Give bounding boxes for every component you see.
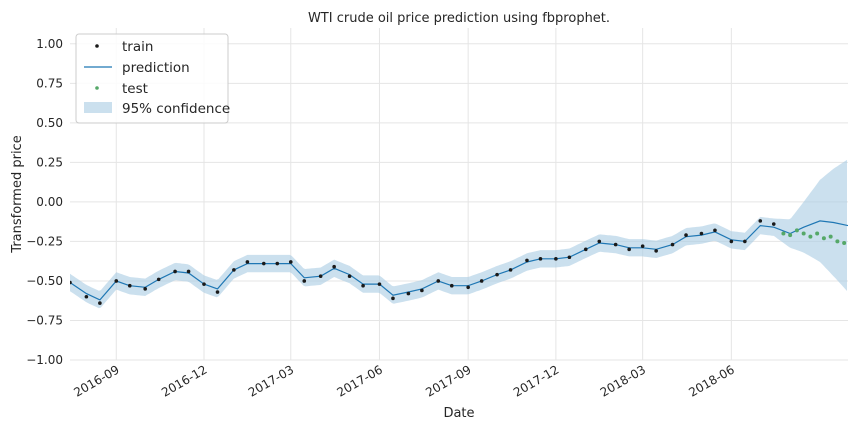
train-point — [156, 277, 161, 282]
train-point — [771, 222, 776, 226]
test-point — [788, 233, 793, 238]
train-point — [215, 290, 220, 294]
train-point — [318, 274, 323, 279]
test-point — [781, 231, 786, 236]
train-points-layer — [70, 219, 776, 305]
train-point — [613, 242, 618, 247]
train-point — [288, 260, 293, 264]
train-point — [391, 296, 395, 301]
x-tick-label: 2016-09 — [71, 362, 121, 399]
train-point — [114, 279, 119, 283]
train-point — [436, 279, 441, 283]
train-point — [98, 301, 102, 305]
prediction-line-layer — [70, 220, 848, 301]
y-tick-label: 0.00 — [36, 195, 63, 209]
y-tick-label: 0.25 — [36, 155, 63, 169]
x-tick-label: 2018-03 — [598, 362, 648, 399]
train-point — [84, 294, 89, 299]
legend-train-marker — [95, 44, 99, 48]
train-point — [377, 282, 382, 286]
legend-confidence-label: 95% confidence — [122, 101, 230, 117]
x-tick-label: 2017-09 — [423, 362, 473, 399]
legend-prediction-label: prediction — [122, 60, 190, 76]
x-tick-label: 2017-06 — [335, 362, 385, 399]
x-tick-label: 2017-03 — [246, 362, 296, 399]
train-point — [406, 291, 411, 296]
train-point — [525, 258, 529, 263]
legend-train-label: train — [122, 39, 153, 55]
train-point — [232, 268, 236, 272]
train-point — [245, 260, 250, 264]
y-axis-label: Transformed price — [10, 135, 25, 253]
y-tick-label: −0.50 — [26, 274, 63, 288]
train-point — [332, 264, 336, 269]
test-point — [828, 234, 833, 239]
test-point — [821, 236, 826, 241]
train-point — [495, 272, 499, 277]
confidence-band — [70, 159, 847, 309]
test-points-layer — [781, 228, 847, 246]
train-point — [275, 261, 280, 266]
y-tick-label: 0.50 — [36, 116, 63, 130]
train-point — [743, 239, 747, 244]
x-tick-label: 2017-12 — [511, 362, 561, 399]
x-tick-label: 2018-06 — [686, 362, 736, 399]
train-point — [713, 228, 717, 233]
test-point — [808, 234, 813, 239]
train-point — [261, 261, 266, 266]
legend-test-label: test — [122, 81, 148, 97]
legend: train prediction test 95% confidence — [75, 33, 230, 124]
train-point — [202, 282, 206, 286]
train-point — [567, 255, 572, 260]
train-point — [347, 274, 352, 279]
train-point — [684, 233, 688, 237]
train-point — [143, 287, 147, 291]
train-point — [729, 239, 734, 244]
train-point — [302, 279, 307, 283]
train-point — [361, 283, 365, 288]
train-point — [758, 219, 763, 223]
prediction-line — [70, 220, 848, 301]
train-point — [670, 242, 675, 247]
chart-title: WTI crude oil price prediction using fbp… — [308, 11, 610, 26]
y-tick-labels: 1.00 0.75 0.50 0.25 0.00 −0.25 −0.50 −0.75 −1.00 — [26, 37, 63, 367]
train-point — [479, 279, 484, 283]
confidence-band-layer — [70, 159, 847, 309]
train-point — [538, 257, 543, 261]
train-point — [466, 285, 470, 290]
train-point — [449, 283, 454, 288]
legend-confidence-marker — [84, 102, 112, 113]
legend-box — [75, 33, 229, 124]
train-point — [583, 247, 588, 252]
y-tick-label: 1.00 — [36, 37, 63, 51]
train-point — [186, 269, 191, 274]
train-point — [420, 288, 424, 293]
train-point — [173, 269, 177, 274]
train-point — [127, 283, 132, 288]
legend-test-marker — [95, 86, 99, 90]
train-point — [70, 280, 72, 285]
y-tick-label: 0.75 — [36, 76, 63, 90]
test-point — [815, 231, 820, 236]
train-point — [627, 247, 631, 252]
train-point — [640, 244, 645, 248]
test-point — [842, 241, 847, 246]
x-axis-label: Date — [443, 406, 474, 421]
y-tick-label: −0.75 — [26, 313, 63, 327]
test-point — [835, 239, 840, 244]
train-point — [654, 249, 658, 253]
train-point — [508, 268, 513, 272]
test-point — [801, 231, 806, 236]
train-point — [699, 231, 704, 236]
x-tick-labels: 2016-09 2016-12 2017-03 2017-06 2017-09 2017-… — [71, 362, 736, 399]
x-tick-label: 2016-12 — [159, 362, 209, 399]
y-tick-label: −1.00 — [26, 353, 63, 367]
train-point — [554, 257, 558, 261]
test-point — [794, 228, 799, 233]
y-tick-label: −0.25 — [26, 234, 63, 248]
train-point — [597, 239, 602, 244]
